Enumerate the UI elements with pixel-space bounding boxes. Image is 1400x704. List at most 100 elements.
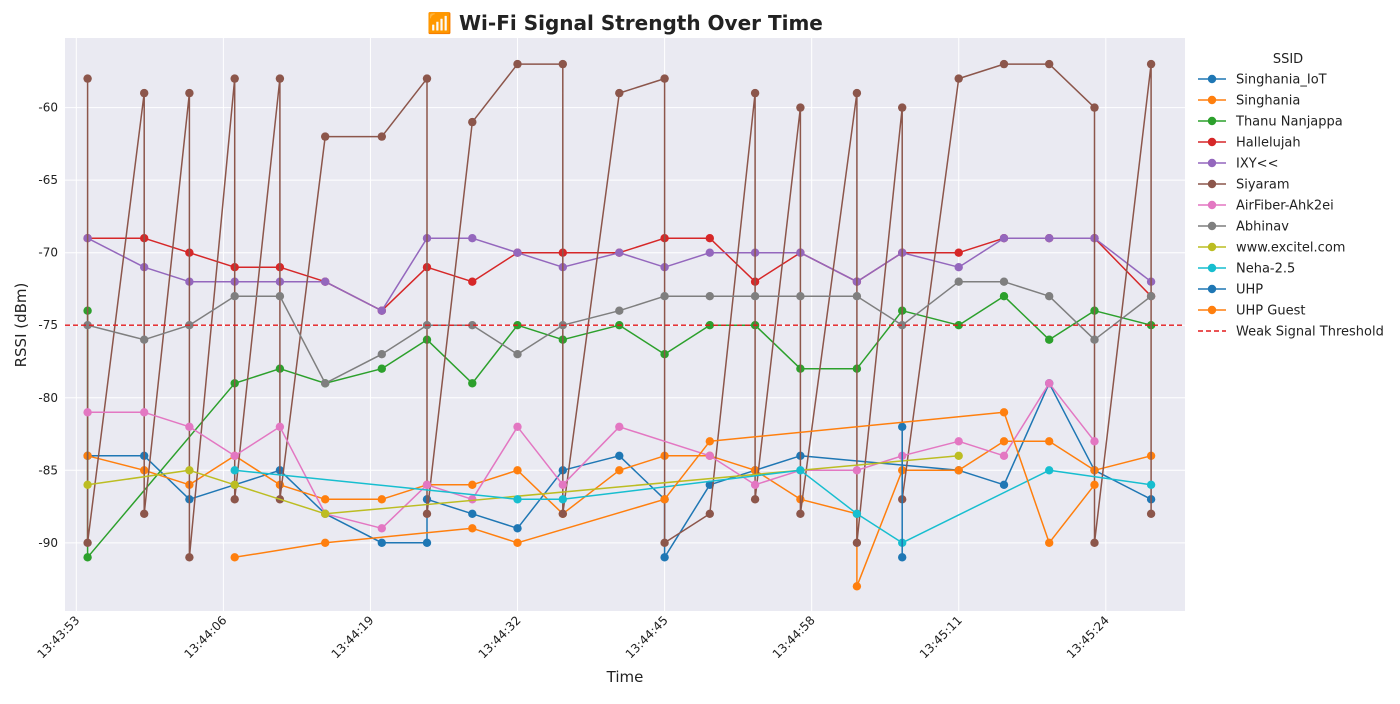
data-point xyxy=(558,509,567,518)
legend-swatch-marker xyxy=(1207,284,1217,294)
y-tick-label: -60 xyxy=(38,101,58,115)
data-point xyxy=(705,451,714,460)
data-point xyxy=(1090,480,1099,489)
data-point xyxy=(321,379,330,388)
data-point xyxy=(83,538,92,547)
legend-item: Singhania xyxy=(1198,94,1300,109)
data-point xyxy=(275,74,285,83)
data-point xyxy=(377,132,386,141)
data-point xyxy=(999,234,1009,243)
data-point xyxy=(230,74,239,83)
data-point xyxy=(898,103,907,112)
legend-item: www.excitel.com xyxy=(1198,241,1345,256)
data-point xyxy=(898,422,907,431)
series-uhp-guest xyxy=(230,408,1099,562)
data-point xyxy=(377,495,386,504)
data-point xyxy=(615,88,624,98)
legend-item: Abhinav xyxy=(1198,220,1289,235)
data-point xyxy=(660,74,669,83)
data-point xyxy=(999,59,1009,69)
data-point xyxy=(468,379,477,388)
data-point xyxy=(954,321,963,330)
data-point xyxy=(750,88,760,98)
data-point xyxy=(954,248,963,257)
legend-swatch-marker xyxy=(1207,179,1217,189)
data-point xyxy=(230,292,239,301)
data-point xyxy=(83,321,92,330)
data-point xyxy=(999,451,1009,460)
data-point xyxy=(321,509,330,518)
y-tick-label: -70 xyxy=(38,246,58,260)
data-point xyxy=(750,292,760,301)
legend-item: UHP xyxy=(1198,283,1263,298)
legend-label: Hallelujah xyxy=(1236,136,1301,151)
data-point xyxy=(852,88,862,98)
y-tick-label: -80 xyxy=(38,391,58,405)
data-point xyxy=(999,408,1009,417)
data-point xyxy=(750,480,760,489)
data-point xyxy=(422,74,432,83)
series-www-excitel-com xyxy=(83,451,963,518)
data-point xyxy=(954,277,963,286)
data-point xyxy=(377,306,386,315)
legend-title: SSID xyxy=(1273,52,1303,67)
legend-swatch-marker xyxy=(1207,305,1217,315)
data-point xyxy=(615,422,624,431)
plot-area xyxy=(65,38,1185,611)
data-point xyxy=(615,306,624,315)
data-point xyxy=(377,538,386,547)
data-point xyxy=(1045,335,1054,344)
data-point xyxy=(377,350,386,359)
legend-label: Siyaram xyxy=(1236,178,1290,193)
legend-swatch-marker xyxy=(1207,221,1217,231)
data-point xyxy=(705,248,714,257)
series-line xyxy=(87,440,1152,588)
data-point xyxy=(83,553,92,562)
legend-item: Hallelujah xyxy=(1198,136,1301,151)
data-point xyxy=(1045,59,1054,69)
data-point xyxy=(1045,292,1054,301)
data-point xyxy=(83,408,92,417)
data-point xyxy=(954,451,963,460)
data-point xyxy=(468,509,477,518)
data-point xyxy=(140,509,149,518)
data-point xyxy=(558,480,567,489)
data-point xyxy=(660,495,669,504)
data-point xyxy=(321,132,330,141)
legend: SSID Singhania_IoT Singhania Thanu Nanjapp… xyxy=(1198,52,1384,340)
data-point xyxy=(852,582,862,591)
data-point xyxy=(468,524,477,533)
data-point xyxy=(377,364,386,373)
data-point xyxy=(513,538,522,547)
data-point xyxy=(1090,437,1099,446)
legend-item: UHP Guest xyxy=(1198,304,1305,319)
data-point xyxy=(660,553,669,562)
data-point xyxy=(615,466,624,475)
data-point xyxy=(1146,480,1156,489)
data-point xyxy=(185,422,194,431)
series-line xyxy=(234,469,1152,544)
legend-items: Singhania_IoT Singhania Thanu Nanjappa Hall… xyxy=(1198,73,1384,340)
data-point xyxy=(954,466,963,475)
data-point xyxy=(321,277,330,286)
data-point xyxy=(558,495,567,504)
legend-swatch-marker xyxy=(1207,137,1217,147)
data-point xyxy=(468,321,477,330)
legend-label: Abhinav xyxy=(1236,220,1289,235)
data-point xyxy=(1090,538,1099,547)
data-point xyxy=(1045,437,1054,446)
legend-swatch-marker xyxy=(1207,158,1217,168)
data-point xyxy=(230,451,239,460)
legend-label: Singhania_IoT xyxy=(1236,73,1327,88)
data-point xyxy=(140,88,149,98)
legend-item: Thanu Nanjappa xyxy=(1198,115,1343,130)
legend-swatch-marker xyxy=(1207,116,1217,126)
series-uhp xyxy=(898,422,907,562)
data-point xyxy=(660,292,669,301)
data-point xyxy=(230,495,239,504)
legend-swatch-marker xyxy=(1207,242,1217,252)
legend-label: AirFiber-Ahk2ei xyxy=(1236,199,1334,214)
legend-label: Neha-2.5 xyxy=(1236,262,1295,277)
data-point xyxy=(852,292,862,301)
legend-item: Neha-2.5 xyxy=(1198,262,1295,277)
